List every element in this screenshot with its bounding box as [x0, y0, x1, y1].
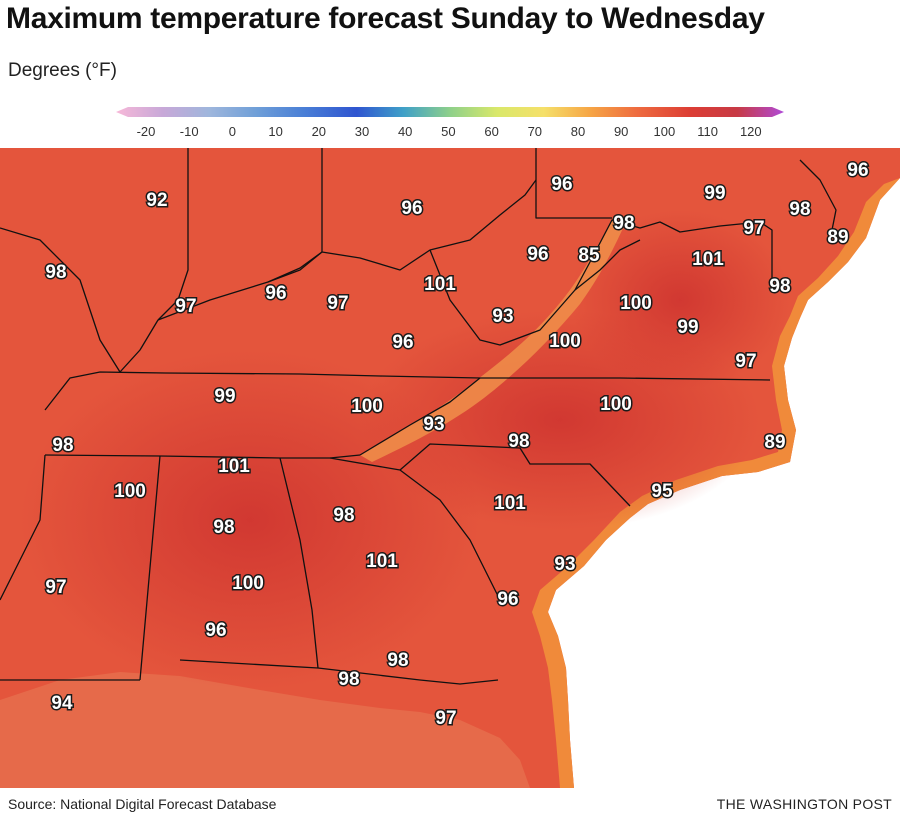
temperature-label: 94 [51, 693, 73, 714]
temperature-label: 96 [497, 589, 518, 610]
publisher-credit: THE WASHINGTON POST [716, 796, 892, 812]
temperature-label: 96 [401, 198, 422, 219]
legend-tick-label: 100 [654, 124, 676, 139]
legend-tick-label: 0 [229, 124, 236, 139]
units-subtitle: Degrees (°F) [8, 60, 117, 81]
temperature-label: 96 [847, 160, 868, 181]
temperature-label: 98 [508, 431, 529, 452]
color-scale-bar [116, 107, 784, 117]
legend-tick-label: 110 [697, 124, 718, 139]
temperature-label: 101 [366, 551, 398, 572]
temperature-label: 92 [146, 190, 167, 211]
legend-tick-label: 90 [614, 124, 628, 139]
temperature-label: 98 [52, 435, 73, 456]
temperature-label: 98 [338, 669, 359, 690]
temperature-label: 98 [789, 199, 810, 220]
temperature-label: 100 [549, 331, 581, 352]
temperature-label: 100 [114, 481, 146, 502]
temperature-label: 85 [578, 245, 600, 266]
color-scale-legend: -20 -10 0 10 20 30 40 50 60 70 80 90 100 110 120 [116, 107, 784, 139]
legend-tick-label: 70 [528, 124, 542, 139]
temperature-label: 98 [333, 505, 354, 526]
temperature-label: 96 [551, 174, 572, 195]
source-note: Source: National Digital Forecast Databa… [8, 796, 277, 812]
temperature-label: 89 [827, 227, 848, 248]
temperature-label: 100 [600, 394, 632, 415]
temperature-label: 97 [327, 293, 348, 314]
state-boundaries [0, 148, 837, 685]
page-title: Maximum temperature forecast Sunday to W… [6, 2, 765, 35]
legend-tick-label: -10 [180, 124, 199, 139]
temperature-label: 89 [764, 432, 785, 453]
legend-tick-label: 40 [398, 124, 412, 139]
temperature-label: 98 [613, 213, 634, 234]
temperature-label: 96 [265, 283, 286, 304]
legend-tick-label: 120 [740, 124, 762, 139]
legend-tick-label: 60 [484, 124, 498, 139]
legend-tick-label: 30 [355, 124, 369, 139]
temperature-label: 99 [704, 183, 725, 204]
legend-tick-label: 10 [268, 124, 282, 139]
temperature-label: 97 [175, 296, 196, 317]
temperature-label: 96 [205, 620, 226, 641]
temperature-label: 101 [494, 493, 526, 514]
temperature-label: 98 [769, 276, 790, 297]
temperature-label: 101 [692, 249, 724, 270]
temperature-label: 93 [492, 306, 513, 327]
temperature-label: 98 [387, 650, 408, 671]
temperature-label: 97 [435, 708, 456, 729]
temperature-label: 93 [423, 414, 444, 435]
coastal-water-band [532, 178, 900, 788]
temperature-label: 96 [527, 244, 548, 265]
temperature-label: 99 [214, 386, 235, 407]
temperature-label: 101 [218, 456, 250, 477]
temperature-label: 97 [735, 351, 756, 372]
temperature-label: 97 [743, 218, 764, 239]
legend-tick-label: 50 [441, 124, 455, 139]
legend-tick-label: 80 [571, 124, 585, 139]
legend-tick-label: 20 [312, 124, 326, 139]
temperature-label: 98 [45, 262, 66, 283]
gulf-water [0, 672, 530, 788]
temperature-label: 100 [351, 396, 383, 417]
temperature-labels: 92 98 97 96 97 96 96 101 93 96 85 96 99 98 97 98 96 89 101… [44, 159, 870, 731]
temperature-label: 97 [45, 577, 66, 598]
temperature-label: 98 [213, 517, 234, 538]
temperature-map: 92 98 97 96 97 96 96 101 93 96 85 96 99 98 97 98 96 89 101… [0, 148, 900, 788]
temperature-label: 99 [677, 317, 698, 338]
temperature-label: 93 [554, 554, 575, 575]
legend-tick-label: -20 [137, 124, 156, 139]
temperature-label: 96 [392, 332, 413, 353]
temperature-label: 100 [620, 293, 652, 314]
temperature-label: 100 [232, 573, 264, 594]
temperature-label: 101 [424, 274, 456, 295]
temperature-label: 95 [651, 481, 673, 502]
